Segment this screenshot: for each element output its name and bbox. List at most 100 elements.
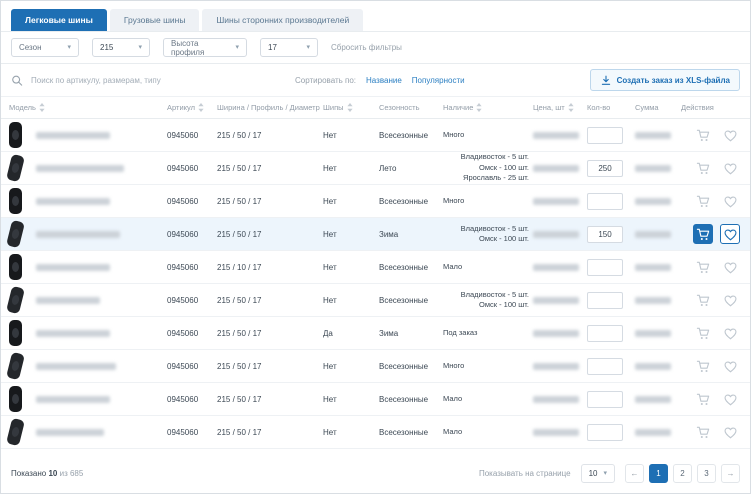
table-row[interactable]: 0945060 215 / 50 / 17 Да Зима Под заказ — [1, 317, 750, 350]
tire-thumbnail — [9, 386, 22, 412]
sort-icon[interactable] — [476, 103, 482, 112]
sort-icon[interactable] — [568, 103, 574, 112]
chevron-down-icon: ▾ — [603, 470, 607, 477]
price-redacted — [533, 330, 579, 337]
add-to-cart-button[interactable] — [693, 323, 713, 343]
quantity-input[interactable] — [587, 424, 623, 441]
table-row[interactable]: 0945060 215 / 50 / 17 Нет Всесезонные Мн… — [1, 350, 750, 383]
table-row[interactable]: 0945060 215 / 50 / 17 Нет Всесезонные Вл… — [1, 284, 750, 317]
heart-icon — [723, 260, 738, 275]
table-row[interactable]: 0945060 215 / 50 / 17 Нет Всесезонные Мн… — [1, 119, 750, 152]
page-button[interactable]: 3 — [697, 464, 716, 483]
quantity-input[interactable] — [587, 127, 623, 144]
quantity-input[interactable] — [587, 259, 623, 276]
sort-label: Сортировать по: — [295, 76, 356, 85]
page-button[interactable]: 1 — [649, 464, 668, 483]
model-name-redacted — [36, 396, 110, 403]
diameter-select[interactable]: 17 ▾ — [260, 38, 318, 57]
column-header: Сезонность — [379, 103, 443, 112]
sort-icon[interactable] — [347, 103, 353, 112]
sort-option-link[interactable]: Популярности — [412, 76, 465, 85]
price-redacted — [533, 429, 579, 436]
favorite-button[interactable] — [720, 224, 740, 244]
favorite-button[interactable] — [720, 125, 740, 145]
favorite-button[interactable] — [720, 257, 740, 277]
availability-cell: Много — [443, 361, 533, 372]
add-to-cart-button[interactable] — [693, 290, 713, 310]
quantity-input[interactable] — [587, 358, 623, 375]
quantity-input[interactable] — [587, 292, 623, 309]
size-cell: 215 / 50 / 17 — [217, 329, 323, 338]
favorite-button[interactable] — [720, 389, 740, 409]
sort-icon[interactable] — [39, 103, 45, 112]
favorite-button[interactable] — [720, 290, 740, 310]
column-header[interactable]: Модель — [9, 103, 167, 112]
add-to-cart-button[interactable] — [693, 356, 713, 376]
search-input[interactable] — [29, 75, 259, 86]
sum-redacted — [635, 132, 671, 139]
favorite-button[interactable] — [720, 422, 740, 442]
prev-page-button[interactable]: ← — [625, 464, 644, 483]
add-to-cart-button[interactable] — [693, 389, 713, 409]
chevron-down-icon: ▾ — [138, 44, 142, 51]
add-to-cart-button[interactable] — [693, 125, 713, 145]
add-to-cart-button[interactable] — [693, 191, 713, 211]
article-cell: 0945060 — [167, 395, 217, 404]
cart-icon — [696, 392, 711, 407]
tire-thumbnail — [9, 122, 22, 148]
sum-redacted — [635, 264, 671, 271]
price-redacted — [533, 231, 579, 238]
model-name-redacted — [36, 330, 110, 337]
column-header: Ширина / Профиль / Диаметр — [217, 103, 323, 112]
sort-icon[interactable] — [198, 103, 204, 112]
season-cell: Всесезонные — [379, 296, 443, 305]
favorite-button[interactable] — [720, 323, 740, 343]
sum-redacted — [635, 198, 671, 205]
tab[interactable]: Легковые шины — [11, 9, 107, 31]
table-row[interactable]: 0945060 215 / 50 / 17 Нет Всесезонные Мн… — [1, 185, 750, 218]
width-select[interactable]: 215 ▾ — [92, 38, 150, 57]
column-header[interactable]: Артикул — [167, 103, 217, 112]
column-header: Кол-во — [587, 103, 635, 112]
create-order-xls-button[interactable]: Создать заказ из XLS-файла — [590, 69, 740, 91]
quantity-input[interactable] — [587, 391, 623, 408]
add-to-cart-button[interactable] — [693, 422, 713, 442]
size-cell: 215 / 50 / 17 — [217, 362, 323, 371]
favorite-button[interactable] — [720, 191, 740, 211]
availability-cell: Под заказ — [443, 328, 533, 339]
column-header[interactable]: Шипы — [323, 103, 379, 112]
model-name-redacted — [36, 264, 110, 271]
quantity-input[interactable] — [587, 226, 623, 243]
add-to-cart-button[interactable] — [693, 257, 713, 277]
table-row[interactable]: 0945060 215 / 50 / 17 Нет Всесезонные Ма… — [1, 383, 750, 416]
tab[interactable]: Шины сторонних производителей — [202, 9, 363, 31]
table-row[interactable]: 0945060 215 / 50 / 17 Нет Всесезонные Ма… — [1, 416, 750, 449]
table-row[interactable]: 0945060 215 / 50 / 17 Нет Лето Владивост… — [1, 152, 750, 185]
tab[interactable]: Грузовые шины — [110, 9, 200, 31]
chevron-down-icon: ▾ — [306, 44, 310, 51]
heart-icon — [723, 392, 738, 407]
tire-thumbnail — [6, 286, 25, 314]
column-header: Сумма — [635, 103, 681, 112]
table-row[interactable]: 0945060 215 / 50 / 17 Нет Зима Владивост… — [1, 218, 750, 251]
page-button[interactable]: 2 — [673, 464, 692, 483]
per-page-label: Показывать на странице — [479, 469, 571, 478]
season-select[interactable]: Сезон ▾ — [11, 38, 79, 57]
reset-filters-link[interactable]: Сбросить фильтры — [331, 43, 402, 52]
cart-icon — [696, 293, 711, 308]
quantity-input[interactable] — [587, 193, 623, 210]
table-row[interactable]: 0945060 215 / 10 / 17 Нет Всесезонные Ма… — [1, 251, 750, 284]
per-page-select[interactable]: 10 ▾ — [581, 464, 615, 483]
quantity-input[interactable] — [587, 160, 623, 177]
column-header[interactable]: Цена, шт — [533, 103, 587, 112]
next-page-button[interactable]: → — [721, 464, 740, 483]
sort-option-link[interactable]: Название — [366, 76, 402, 85]
quantity-input[interactable] — [587, 325, 623, 342]
favorite-button[interactable] — [720, 356, 740, 376]
column-header[interactable]: Наличие — [443, 103, 533, 112]
profile-select[interactable]: Высота профиля ▾ — [163, 38, 247, 57]
add-to-cart-button[interactable] — [693, 224, 713, 244]
favorite-button[interactable] — [720, 158, 740, 178]
spikes-cell: Нет — [323, 131, 379, 140]
add-to-cart-button[interactable] — [693, 158, 713, 178]
